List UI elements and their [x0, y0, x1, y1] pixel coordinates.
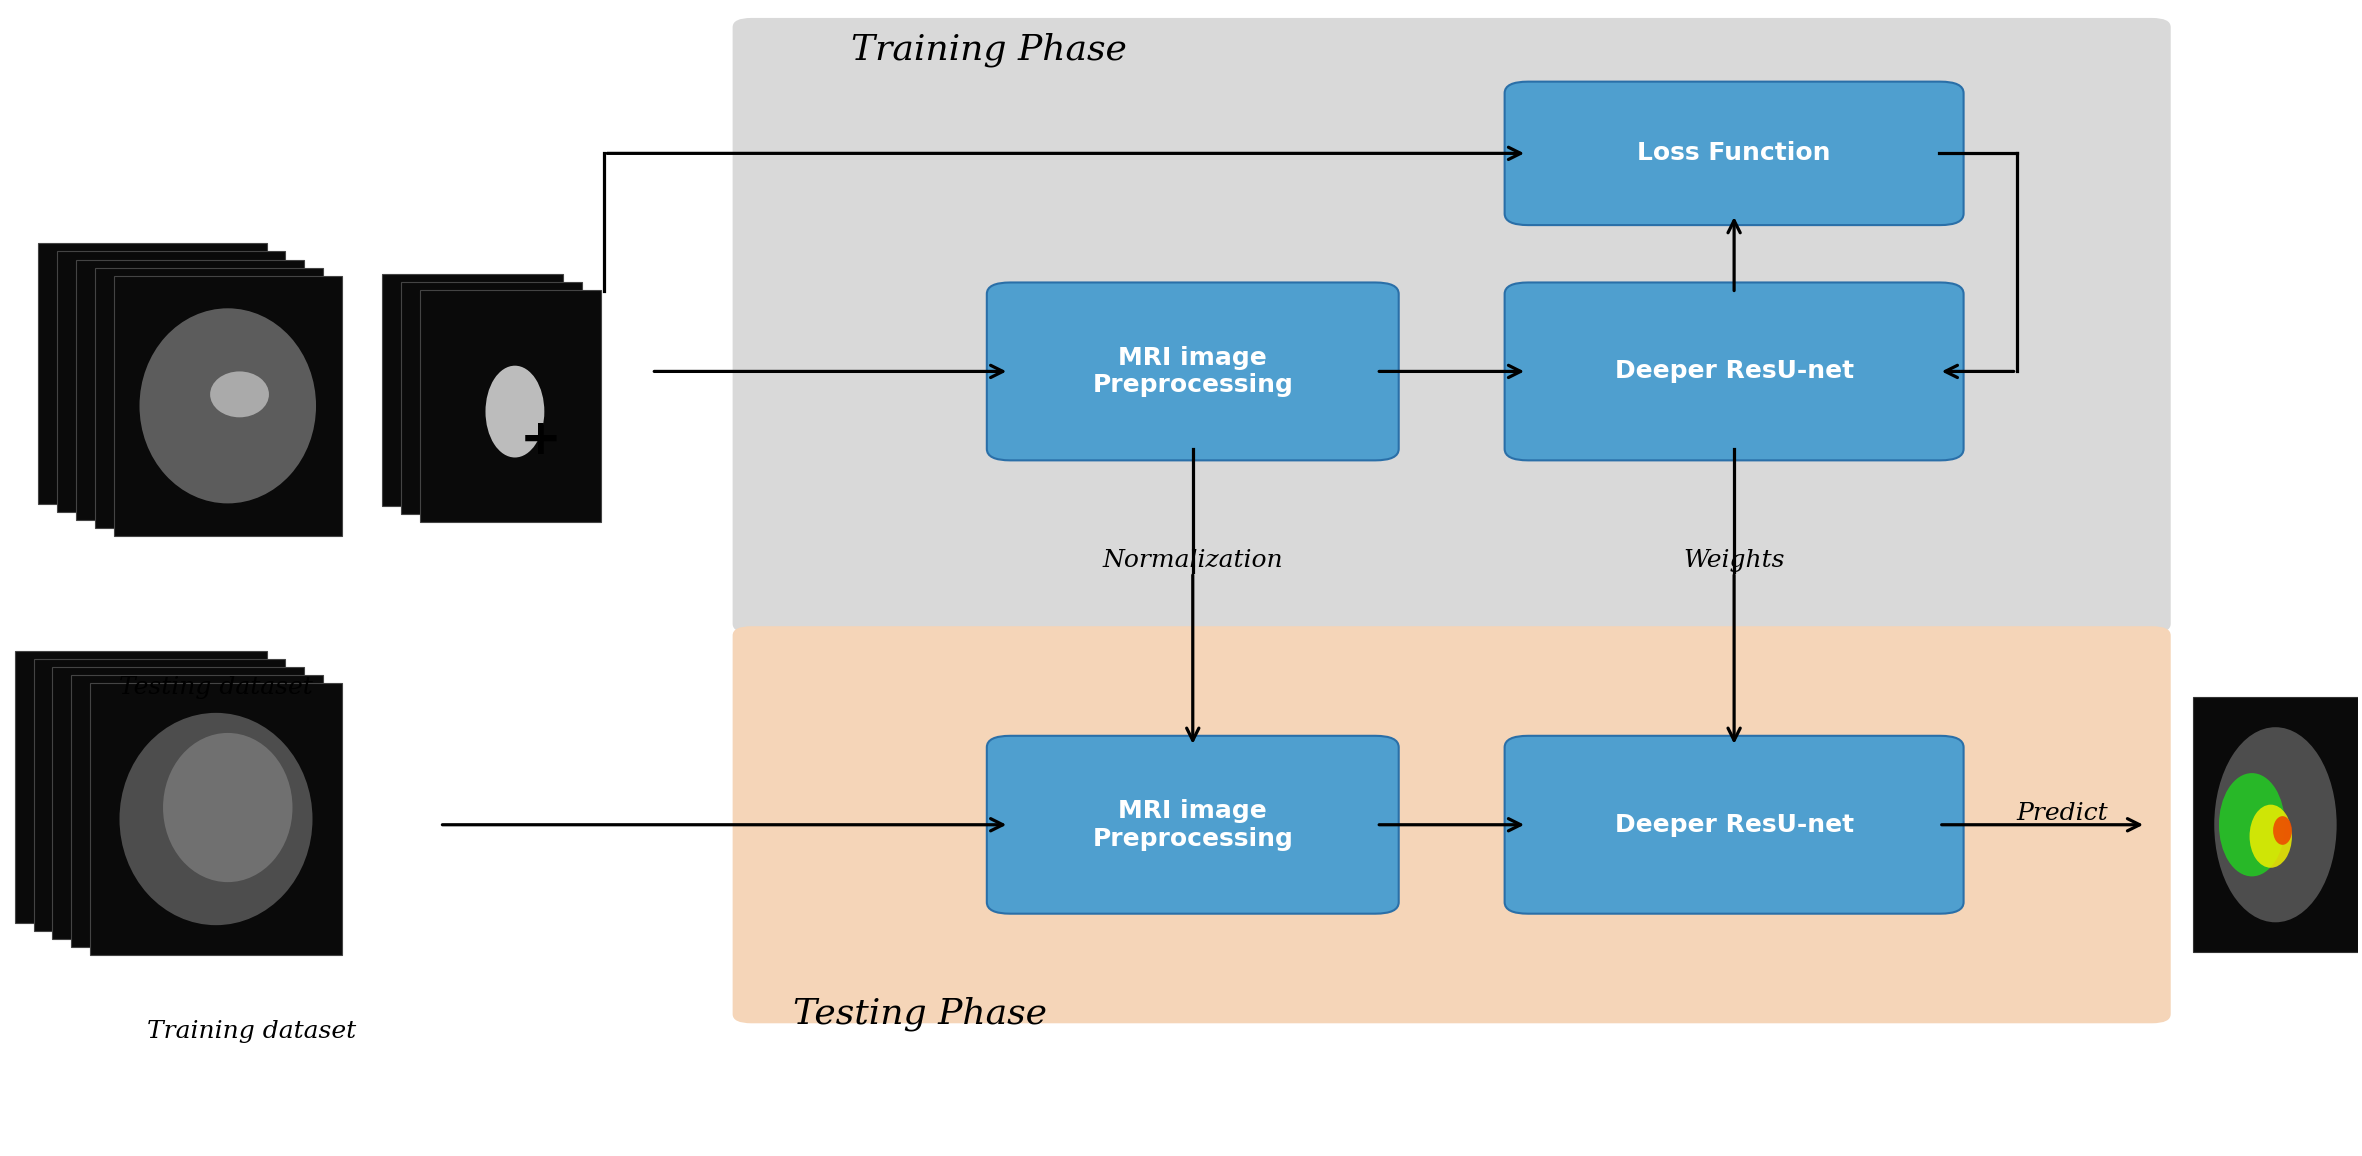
FancyBboxPatch shape	[732, 627, 2171, 1023]
FancyBboxPatch shape	[420, 290, 600, 521]
FancyBboxPatch shape	[71, 675, 324, 947]
FancyBboxPatch shape	[2192, 697, 2357, 953]
Text: Normalization: Normalization	[1103, 549, 1283, 572]
FancyBboxPatch shape	[987, 736, 1398, 913]
FancyBboxPatch shape	[732, 18, 2171, 633]
FancyBboxPatch shape	[52, 667, 305, 939]
FancyBboxPatch shape	[94, 267, 324, 528]
Text: Loss Function: Loss Function	[1637, 141, 1831, 165]
FancyBboxPatch shape	[90, 683, 342, 955]
Ellipse shape	[120, 713, 312, 925]
FancyBboxPatch shape	[402, 282, 581, 513]
FancyBboxPatch shape	[1505, 736, 1963, 913]
Ellipse shape	[2218, 773, 2284, 876]
Text: Weights: Weights	[1684, 549, 1786, 572]
FancyBboxPatch shape	[76, 260, 305, 520]
Ellipse shape	[210, 371, 269, 417]
FancyBboxPatch shape	[57, 252, 286, 512]
Text: Testing Phase: Testing Phase	[794, 996, 1046, 1031]
FancyBboxPatch shape	[1505, 282, 1963, 460]
Text: MRI image
Preprocessing: MRI image Preprocessing	[1091, 346, 1294, 398]
Text: Testing dataset: Testing dataset	[118, 675, 312, 698]
FancyBboxPatch shape	[383, 274, 562, 505]
FancyBboxPatch shape	[1505, 82, 1963, 225]
FancyBboxPatch shape	[987, 282, 1398, 460]
Text: Training dataset: Training dataset	[146, 1020, 357, 1043]
Ellipse shape	[139, 309, 317, 503]
FancyBboxPatch shape	[38, 244, 267, 504]
Ellipse shape	[2249, 805, 2291, 868]
Text: MRI image
Preprocessing: MRI image Preprocessing	[1091, 799, 1294, 851]
Text: Deeper ResU-net: Deeper ResU-net	[1616, 360, 1854, 384]
Text: Deeper ResU-net: Deeper ResU-net	[1616, 813, 1854, 837]
FancyBboxPatch shape	[33, 659, 286, 931]
Text: Training Phase: Training Phase	[850, 32, 1127, 67]
Ellipse shape	[2213, 727, 2336, 922]
Ellipse shape	[487, 365, 543, 458]
FancyBboxPatch shape	[113, 275, 342, 536]
Text: Predict: Predict	[2017, 802, 2109, 824]
Ellipse shape	[2272, 816, 2291, 845]
Ellipse shape	[163, 733, 293, 882]
FancyBboxPatch shape	[14, 651, 267, 922]
Text: +: +	[520, 416, 562, 465]
